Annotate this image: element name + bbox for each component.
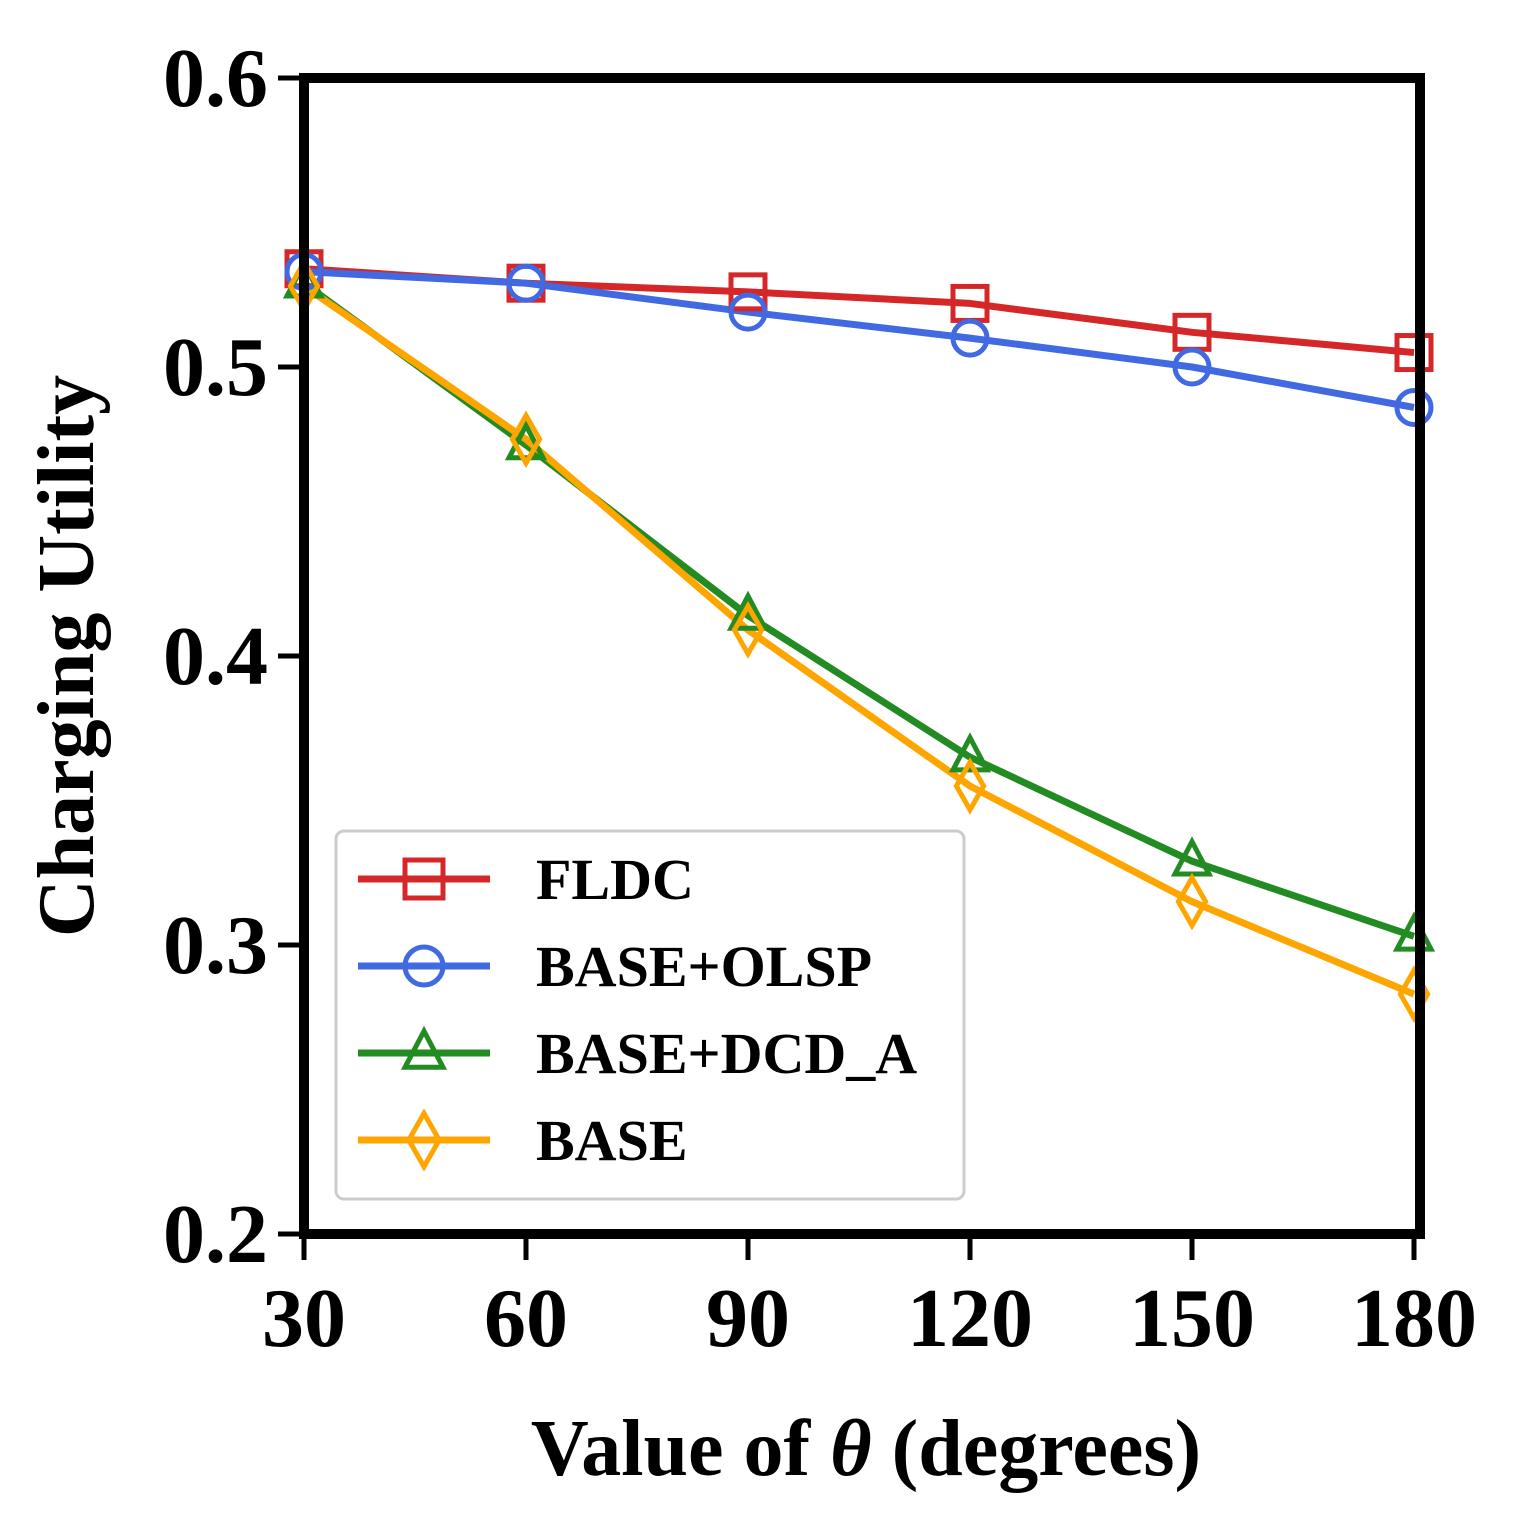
legend-marker-base-olsp [402,944,446,988]
series-line-base-dcd-a [301,280,1416,940]
data-point-fldc [728,272,768,312]
y-tick-label: 0.3 [163,899,268,992]
data-point-base [731,601,765,659]
series-line-base-olsp [303,268,1415,411]
legend-marker-fldc [402,857,446,901]
x-tick-label: 90 [706,1272,790,1365]
x-axis-title-suffix: (degrees) [872,1405,1202,1493]
data-point-base-dcd-a [504,420,548,461]
x-axis-title-symbol: θ [830,1405,872,1493]
data-point-base-olsp [950,318,990,358]
y-axis-title: Charging Utility [23,375,111,937]
x-tick-label: 30 [262,1272,346,1365]
x-tick-label: 150 [1129,1272,1255,1365]
data-point-base-olsp [1394,387,1434,427]
legend-entries: FLDC BASE+OLSP BASE+DCD_A BASE [358,847,917,1173]
legend-marker-base-dcd-a [400,1025,448,1070]
data-point-base [953,757,987,815]
legend-label-base-olsp: BASE+OLSP [536,934,872,999]
data-point-base-dcd-a [726,590,770,631]
series-markers [282,249,1436,1023]
y-tick-label: 0.5 [163,321,268,414]
x-axis-title-prefix: Value of [531,1405,830,1493]
y-tick-label: 0.4 [163,610,268,703]
x-tick-label: 120 [907,1272,1033,1365]
plot-frame [299,73,1425,1239]
data-point-base-olsp [506,263,546,303]
x-tick-label: 60 [484,1272,568,1365]
data-point-base-olsp [1172,347,1212,387]
series-lines [301,265,1416,998]
series-line-base [302,283,1416,998]
y-tick-label: 0.2 [163,1188,268,1281]
x-tick-label: 180 [1351,1272,1477,1365]
data-point-fldc [1394,333,1434,373]
legend-label-base: BASE [536,1108,688,1173]
legend-marker-base [405,1108,443,1172]
data-point-base-olsp [728,292,768,332]
legend-label-fldc: FLDC [536,847,694,912]
data-point-base-dcd-a [948,732,992,773]
data-point-base [1175,872,1209,931]
legend-box [334,829,966,1201]
data-point-base [509,410,543,469]
x-axis-title: Value of θ (degrees) [531,1405,1201,1493]
legend-label-base-dcd-a: BASE+DCD_A [536,1021,917,1086]
axis-ticks: 0.2 0.3 0.4 0.5 0.6 30 60 90 120 150 180 [163,32,1477,1365]
y-tick-label: 0.6 [163,32,268,125]
legend: FLDC BASE+OLSP BASE+DCD_A BASE [334,829,966,1201]
